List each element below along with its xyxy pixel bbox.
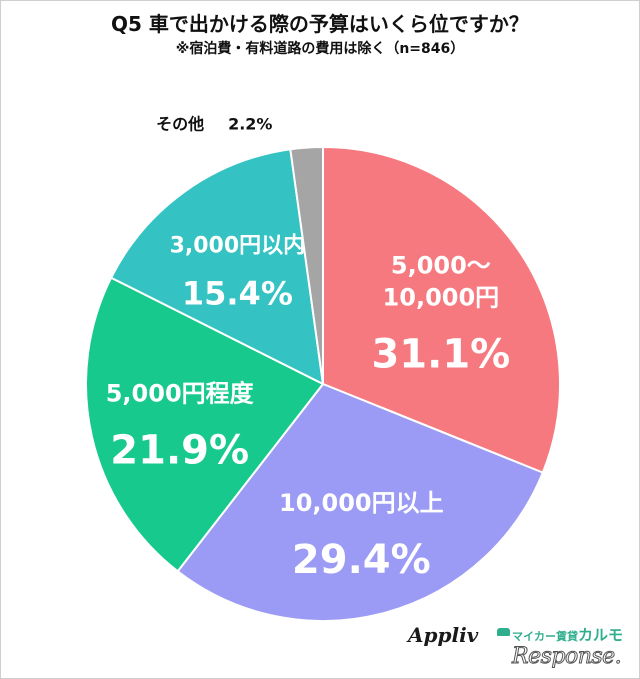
pie-slice-0 <box>322 145 561 474</box>
pie-slice-4 <box>289 145 324 385</box>
pie-label-name-0-0: 5,000～ <box>391 251 491 279</box>
pie-label-name-4: その他 <box>156 115 204 134</box>
carmo-prefix: マイカー賃貸 <box>512 630 578 643</box>
chart-title: Q5 車で出かける際の予算はいくら位ですか？ <box>111 12 529 36</box>
pie-label-value-2: 21.9% <box>110 428 249 474</box>
carmo-name: カルモ <box>578 626 624 644</box>
carmo-logo: マイカー賃貸カルモ <box>512 624 623 645</box>
pie-label-0: 5,000～ 10,000円 31.1% <box>371 251 510 377</box>
pie-label-4: その他 2.2% <box>156 115 272 134</box>
pie-label-value-3: 15.4% <box>182 275 293 313</box>
pie-label-1: 10,000円以上 29.4% <box>279 489 444 583</box>
pie-slice-3 <box>109 148 325 386</box>
pie-label-name-0-1: 10,000円 <box>383 283 500 311</box>
pie-label-3: 3,000円以内 15.4% <box>170 234 306 313</box>
car-icon <box>497 628 510 636</box>
pie-label-name-3-0: 3,000円以内 <box>170 234 306 259</box>
pie-label-2: 5,000円程度 21.9% <box>106 380 255 474</box>
pie-label-name-2-0: 5,000円程度 <box>106 380 255 408</box>
pie-label-value-4: 2.2% <box>228 115 272 134</box>
pie-slice-1 <box>176 382 545 622</box>
pie-label-name-1-0: 10,000円以上 <box>279 489 444 517</box>
pie-label-value-0: 31.1% <box>371 331 510 377</box>
pie-slice-2 <box>85 276 325 573</box>
applivi-logo: Appliv <box>408 623 479 647</box>
response-logo: Response. <box>511 644 622 670</box>
pie-label-value-1: 29.4% <box>292 537 431 583</box>
chart-subtitle: ※宿泊費・有料道路の費用は除く（n=846） <box>175 41 465 57</box>
